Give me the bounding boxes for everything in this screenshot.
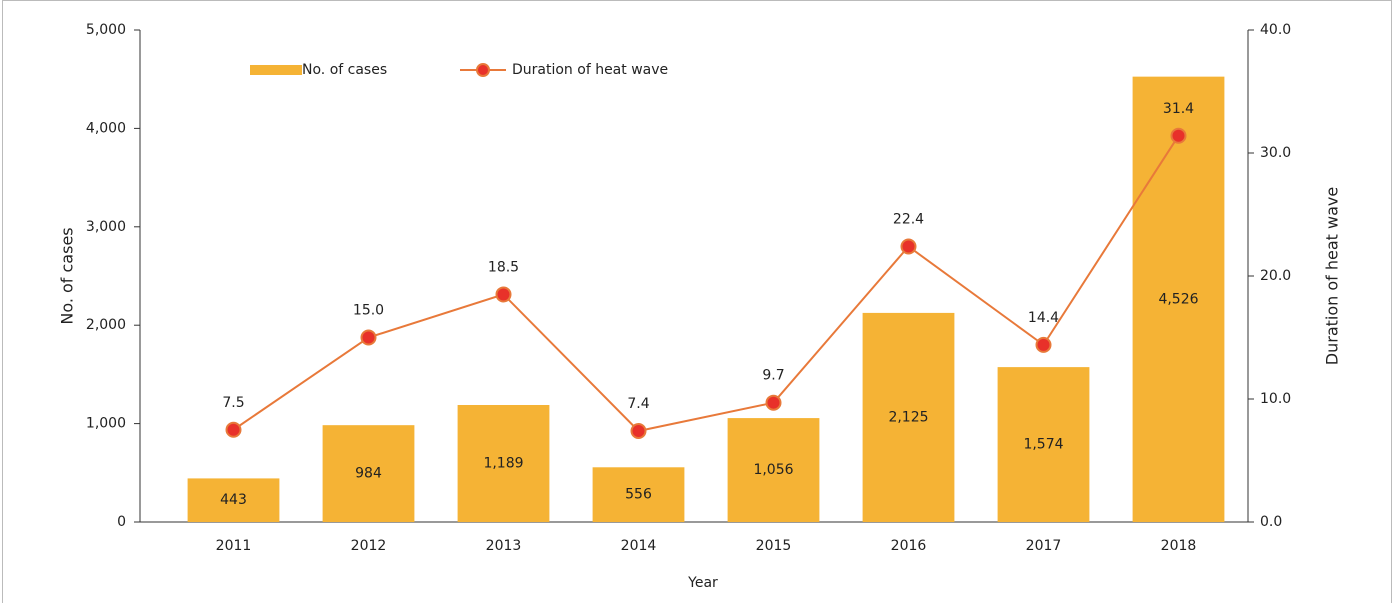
line-value-label: 7.4: [627, 396, 649, 412]
bar-value-label: 1,574: [1023, 437, 1063, 453]
line-marker: [765, 394, 782, 411]
y2-tick-label: 20.0: [1260, 268, 1291, 284]
y-tick-label: 2,000: [86, 317, 126, 333]
x-tick-label: 2012: [351, 538, 387, 554]
x-tick-label: 2011: [216, 538, 252, 554]
bar: [187, 478, 280, 522]
bar: [457, 405, 550, 522]
line-value-label: 22.4: [893, 211, 924, 227]
line-value-label: 18.5: [488, 259, 519, 275]
line-marker: [1035, 336, 1052, 353]
x-tick-label: 2015: [756, 538, 792, 554]
y2-tick-label: 40.0: [1260, 22, 1291, 38]
bar-value-label: 556: [625, 487, 652, 503]
line-value-label: 14.4: [1028, 310, 1059, 326]
bar: [1132, 76, 1225, 522]
y-tick-label: 0: [117, 514, 126, 530]
bar-value-label: 984: [355, 466, 382, 482]
y2-tick-label: 0.0: [1260, 514, 1282, 530]
line-marker: [495, 286, 512, 303]
bar-value-label: 4,526: [1158, 291, 1198, 307]
legend-label: Duration of heat wave: [512, 62, 668, 78]
line-marker: [630, 422, 647, 439]
bar: [862, 312, 955, 522]
line-value-label: 9.7: [762, 368, 784, 384]
bar-value-label: 1,189: [483, 456, 523, 472]
line-value-label: 15.0: [353, 303, 384, 319]
y2-axis-title: Duration of heat wave: [1323, 187, 1342, 365]
bar-value-label: 1,056: [753, 462, 793, 478]
x-tick-label: 2018: [1161, 538, 1197, 554]
bar: [727, 418, 820, 522]
x-axis-title: Year: [687, 575, 718, 591]
bar-value-label: 443: [220, 492, 247, 508]
y2-tick-label: 10.0: [1260, 391, 1291, 407]
line-marker: [1170, 127, 1187, 144]
x-tick-label: 2017: [1026, 538, 1062, 554]
legend-swatch: [250, 65, 302, 75]
x-tick-label: 2014: [621, 538, 657, 554]
x-tick-label: 2016: [891, 538, 927, 554]
legend-label: No. of cases: [302, 62, 387, 78]
line-value-label: 7.5: [222, 395, 244, 411]
bar-value-label: 2,125: [888, 409, 928, 425]
x-tick-label: 2013: [486, 538, 522, 554]
legend-marker: [476, 63, 490, 77]
line-value-label: 31.4: [1163, 101, 1194, 117]
y-tick-label: 4,000: [86, 120, 126, 136]
y2-tick-label: 30.0: [1260, 145, 1291, 161]
line-marker: [900, 238, 917, 255]
bar: [997, 367, 1090, 522]
y-tick-label: 3,000: [86, 219, 126, 235]
y-tick-label: 5,000: [86, 22, 126, 38]
bar: [322, 425, 415, 522]
line-marker: [360, 329, 377, 346]
line-marker: [225, 421, 242, 438]
bar: [592, 467, 685, 522]
line: [232, 135, 1180, 433]
y-axis-title: No. of cases: [58, 227, 77, 324]
y-tick-label: 1,000: [86, 416, 126, 432]
